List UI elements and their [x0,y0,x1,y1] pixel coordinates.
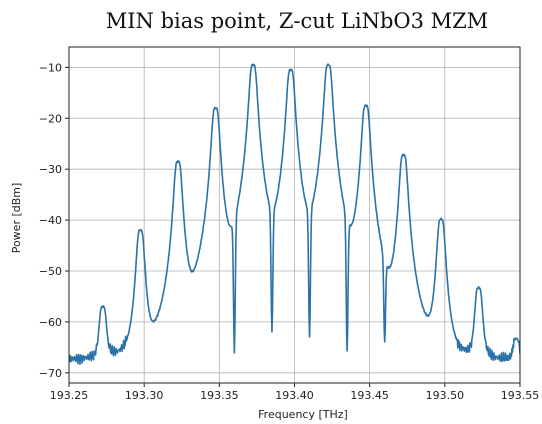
y-tick-label: −30 [39,163,62,176]
x-tick-label: 193.30 [125,389,164,402]
spectrum-line [69,63,520,366]
x-tick-label: 193.40 [275,389,314,402]
y-tick-label: −70 [39,367,62,380]
y-tick-label: −20 [39,112,62,125]
y-tick-label: −60 [39,316,62,329]
x-tick-label: 193.50 [426,389,465,402]
x-tick-label: 193.55 [501,389,540,402]
y-axis-label: Power [dBm] [10,183,23,254]
grid [68,47,521,383]
series-layer [69,63,520,366]
x-tick-label: 193.35 [200,389,239,402]
y-tick-label: −50 [39,265,62,278]
y-tick-label: −10 [39,61,62,74]
x-tick-label: 193.25 [50,389,89,402]
chart-title: MIN bias point, Z-cut LiNbO3 MZM [106,9,489,33]
x-axis-label: Frequency [THz] [258,408,348,421]
ticks: 193.25 193.30 193.35 193.40 193.45 193.50 193.… [39,61,539,402]
y-tick-label: −40 [39,214,62,227]
x-tick-label: 193.45 [350,389,389,402]
